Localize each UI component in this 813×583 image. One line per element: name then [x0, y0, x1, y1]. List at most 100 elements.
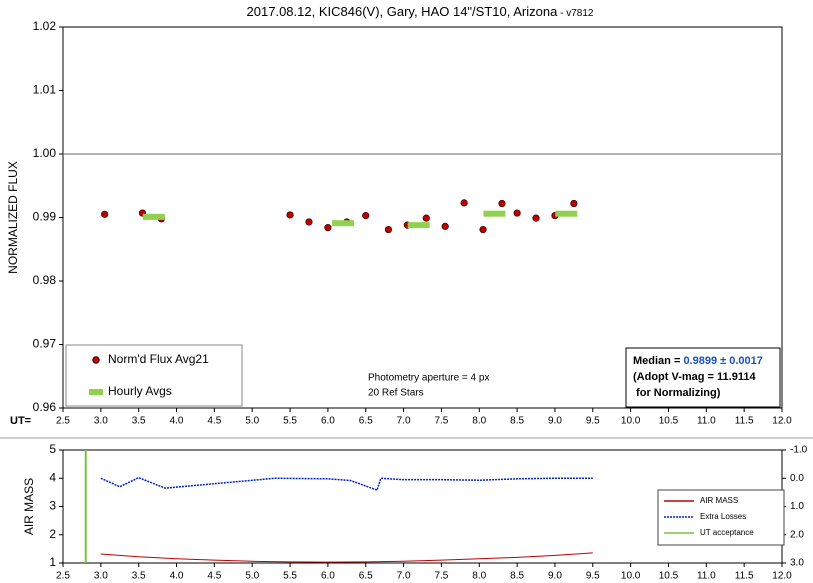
point: [498, 199, 506, 208]
point: [422, 214, 430, 222]
x-tick-label: 6.0: [321, 571, 335, 582]
x-tick-label: 6.5: [359, 416, 373, 427]
x-tick-label: 8.5: [510, 416, 524, 427]
info-median: Median = 0.9899 ± 0.0017: [633, 355, 763, 367]
point: [532, 214, 540, 222]
legend-swatch: [92, 356, 100, 364]
y-tick-label: 4: [49, 470, 56, 484]
x-tick-label: 8.5: [510, 571, 524, 582]
x-tick-label: 9.0: [548, 571, 562, 582]
hourly-avg: [407, 222, 430, 229]
point: [362, 211, 370, 220]
x-tick-label: 6.5: [359, 571, 373, 582]
y2-tick-label: 2.0: [790, 529, 804, 540]
x-tick-label: 7.0: [397, 416, 411, 427]
y-axis-label: AIR MASS: [22, 478, 36, 535]
median-label: Median =: [633, 355, 683, 367]
point: [324, 224, 332, 232]
legend-label: Norm'd Flux Avg21: [108, 352, 209, 366]
hourly-avg: [555, 210, 578, 217]
y-tick-label: 3: [49, 499, 56, 513]
x-tick-label: 11.0: [697, 416, 716, 427]
hourly-avg: [142, 213, 165, 220]
point: [305, 218, 313, 226]
x-tick-label: 10.0: [621, 416, 641, 427]
y-axis-label: NORMALIZED FLUX: [6, 161, 20, 274]
annotation: Photometry aperture = 4 px: [368, 373, 489, 384]
point: [384, 225, 393, 234]
x-tick-label: 11.5: [735, 571, 754, 582]
annotation: 20 Ref Stars: [368, 388, 424, 399]
x-tick-label: 4.5: [207, 571, 221, 582]
x-tick-label: 12.0: [772, 571, 792, 582]
x-tick-label: 4.0: [170, 416, 184, 427]
x-tick-label: 5.0: [245, 416, 259, 427]
info-box: [625, 347, 781, 408]
point: [570, 199, 578, 208]
legend-label: UT acceptance: [700, 528, 754, 537]
legend-box: [65, 344, 243, 407]
point: [101, 210, 109, 218]
y-tick-label: 1.01: [33, 83, 57, 97]
y-tick-label: 0.96: [33, 400, 57, 414]
x-tick-label: 10.5: [659, 571, 679, 582]
title: 2017.08.12, KIC846(V), Gary, HAO 14"/ST1…: [247, 4, 559, 19]
point: [441, 222, 449, 230]
y-tick-label: 5: [49, 442, 56, 456]
point: [460, 199, 468, 207]
chart-title: 2017.08.12, KIC846(V), Gary, HAO 14"/ST1…: [247, 4, 594, 19]
x-tick-label: 5.5: [283, 416, 297, 427]
series-line: [100, 552, 593, 563]
point: [286, 211, 294, 219]
x-tick-label: 7.0: [397, 571, 411, 582]
x-tick-label: 4.0: [170, 571, 184, 582]
y-tick-label: 0.98: [33, 273, 57, 287]
hourly-avg: [483, 210, 506, 217]
x-axis-label: UT=: [10, 415, 31, 427]
y2-tick-label: 0.0: [790, 473, 804, 484]
x-tick-label: 3.5: [132, 416, 146, 427]
info-line: for Normalizing): [633, 387, 721, 399]
x-tick-label: 3.5: [132, 571, 146, 582]
subtitle: - v7812: [557, 8, 594, 19]
x-tick-label: 11.5: [735, 416, 754, 427]
y2-tick-label: -1.0: [790, 445, 808, 456]
x-tick-label: 5.5: [283, 571, 297, 582]
legend-label: AIR MASS: [700, 496, 738, 505]
info-line: (Adopt V-mag = 11.9114: [633, 371, 756, 383]
y2-tick-label: 1.0: [790, 501, 804, 512]
x-tick-label: 9.5: [586, 571, 600, 582]
x-tick-label: 9.5: [586, 416, 600, 427]
y-tick-label: 2: [49, 527, 56, 541]
x-tick-label: 5.0: [245, 571, 259, 582]
x-tick-label: 3.0: [94, 416, 108, 427]
x-tick-label: 2.5: [56, 571, 70, 582]
x-tick-label: 10.5: [659, 416, 679, 427]
series-line: [100, 476, 593, 492]
x-tick-label: 11.0: [697, 571, 716, 582]
y-tick-label: 1.00: [33, 146, 57, 160]
hourly-avg: [332, 220, 355, 227]
x-tick-label: 2.5: [56, 416, 70, 427]
x-tick-label: 4.5: [207, 416, 221, 427]
x-tick-label: 8.0: [472, 571, 486, 582]
point: [479, 225, 487, 234]
y-tick-label: 1.02: [33, 19, 57, 33]
y-tick-label: 0.99: [33, 210, 57, 224]
point: [513, 209, 521, 217]
y2-tick-label: 3.0: [790, 558, 804, 569]
legend-swatch: [89, 389, 103, 395]
x-tick-label: 3.0: [94, 571, 108, 582]
x-tick-label: 6.0: [321, 416, 335, 427]
legend-label: Extra Losses: [700, 512, 746, 521]
x-tick-label: 9.0: [548, 416, 562, 427]
x-tick-label: 7.5: [434, 571, 448, 582]
median-value: 0.9899 ± 0.0017: [683, 355, 762, 367]
x-tick-label: 12.0: [772, 416, 792, 427]
x-tick-label: 7.5: [434, 416, 448, 427]
y-tick-label: 0.97: [33, 337, 57, 351]
x-tick-label: 8.0: [472, 416, 486, 427]
legend-label: Hourly Avgs: [108, 384, 172, 398]
y-tick-label: 1: [49, 555, 56, 569]
x-tick-label: 10.0: [621, 571, 641, 582]
